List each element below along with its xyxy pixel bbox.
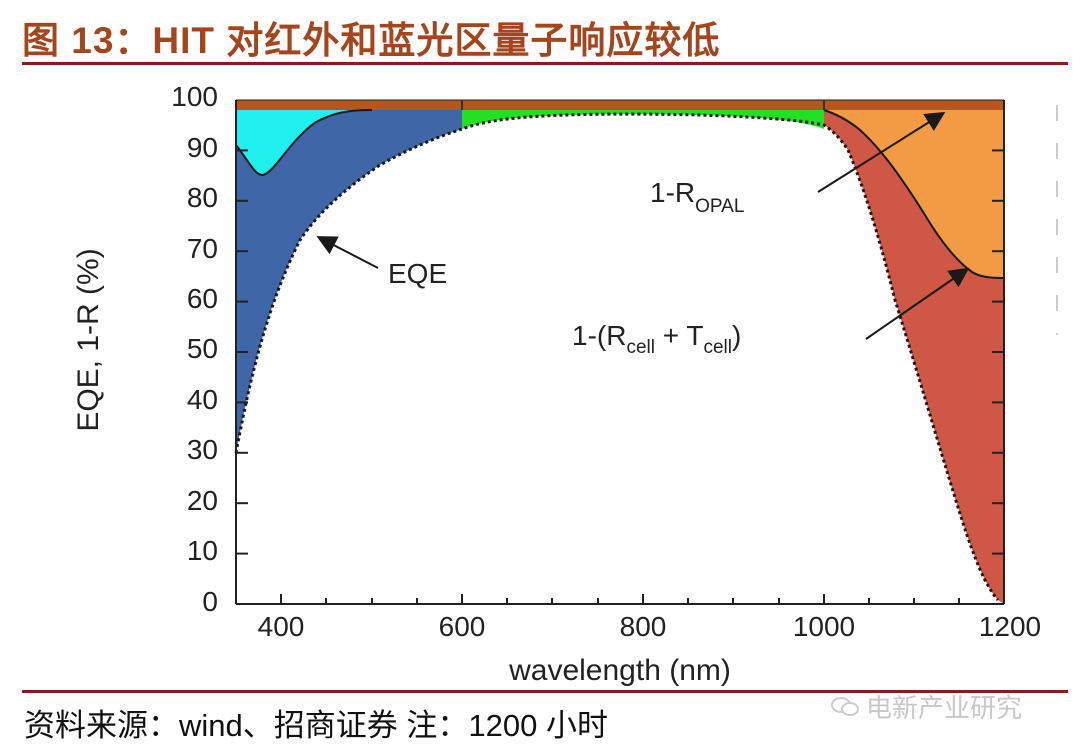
svg-text:50: 50: [187, 333, 218, 364]
x-ticks: [280, 594, 960, 604]
svg-text:60: 60: [187, 283, 218, 314]
footer-divider: [22, 690, 1068, 693]
cyan-reflection-region: [236, 110, 372, 176]
svg-text:1000: 1000: [793, 611, 855, 642]
watermark-text: 电新产业研究: [866, 693, 1023, 723]
svg-text:10: 10: [187, 535, 218, 566]
svg-text:30: 30: [187, 434, 218, 465]
figure-title: 图 13：HIT 对红外和蓝光区量子响应较低: [22, 20, 721, 61]
svg-text:400: 400: [258, 611, 305, 642]
y-axis-title: EQE, 1-R (%): [72, 248, 105, 431]
opal-curve: [235, 109, 373, 176]
decorative-dashed-line: [1056, 105, 1058, 335]
eqe-curve: [234, 112, 1000, 601]
svg-text:100: 100: [171, 81, 218, 112]
wechat-icon: [831, 696, 859, 716]
eqe-arrow: [316, 236, 379, 269]
svg-text:40: 40: [187, 384, 218, 415]
y-tick-labels: 100 90 80 70 60 50 40 30 20 10 0: [171, 81, 218, 617]
cell-curve: [823, 109, 1005, 279]
blue-parasitic-region: [236, 110, 462, 453]
opal-annotation: 1-ROPAL: [650, 177, 744, 217]
svg-text:600: 600: [439, 611, 486, 642]
svg-text:80: 80: [187, 182, 218, 213]
source-note: 资料来源：wind、招商证券 注：1200 小时: [24, 708, 608, 743]
orange-reflection-region: [824, 110, 1004, 278]
svg-text:800: 800: [620, 611, 667, 642]
svg-text:90: 90: [187, 132, 218, 163]
eqe-annotation: EQE: [388, 258, 447, 289]
x-axis-title: wavelength (nm): [508, 654, 731, 687]
cell-annotation: 1-(Rcell + Tcell): [572, 320, 741, 358]
watermark: 电新产业研究: [830, 688, 1022, 725]
svg-text:0: 0: [202, 586, 218, 617]
svg-text:70: 70: [187, 233, 218, 264]
svg-text:1200: 1200: [979, 611, 1041, 642]
title-divider: [22, 62, 1068, 65]
svg-text:20: 20: [187, 485, 218, 516]
top-band-region: [236, 100, 1004, 110]
x-tick-labels: 400 600 800 1000 1200: [258, 611, 1042, 642]
eqe-chart: 100 90 80 70 60 50 40 30 20 10 0 400 600…: [72, 81, 1042, 687]
cell-arrow: [865, 267, 970, 340]
opal-arrow: [817, 111, 946, 193]
y-major-ticks: [236, 149, 1004, 605]
green-loss-region: [462, 110, 824, 129]
